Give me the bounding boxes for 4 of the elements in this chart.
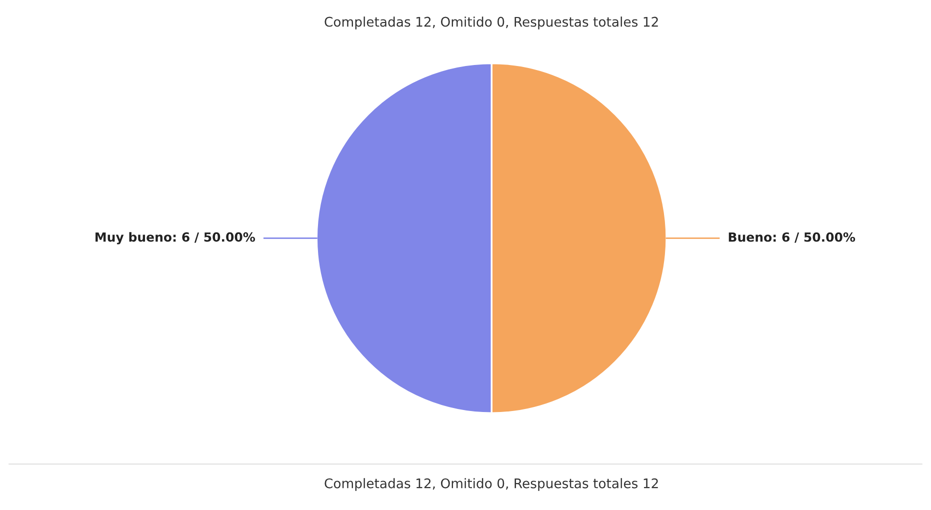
chart-title: Completadas 12, Omitido 0, Respuestas totales 12 (324, 16, 658, 30)
text: Completadas 12, Omitido 0, Respuestas totales 12 (324, 478, 658, 491)
slice-label: Muy bueno: 6 / 50.00% (96, 232, 256, 244)
slice-label: Bueno: 6 / 50.00% (728, 232, 856, 243)
